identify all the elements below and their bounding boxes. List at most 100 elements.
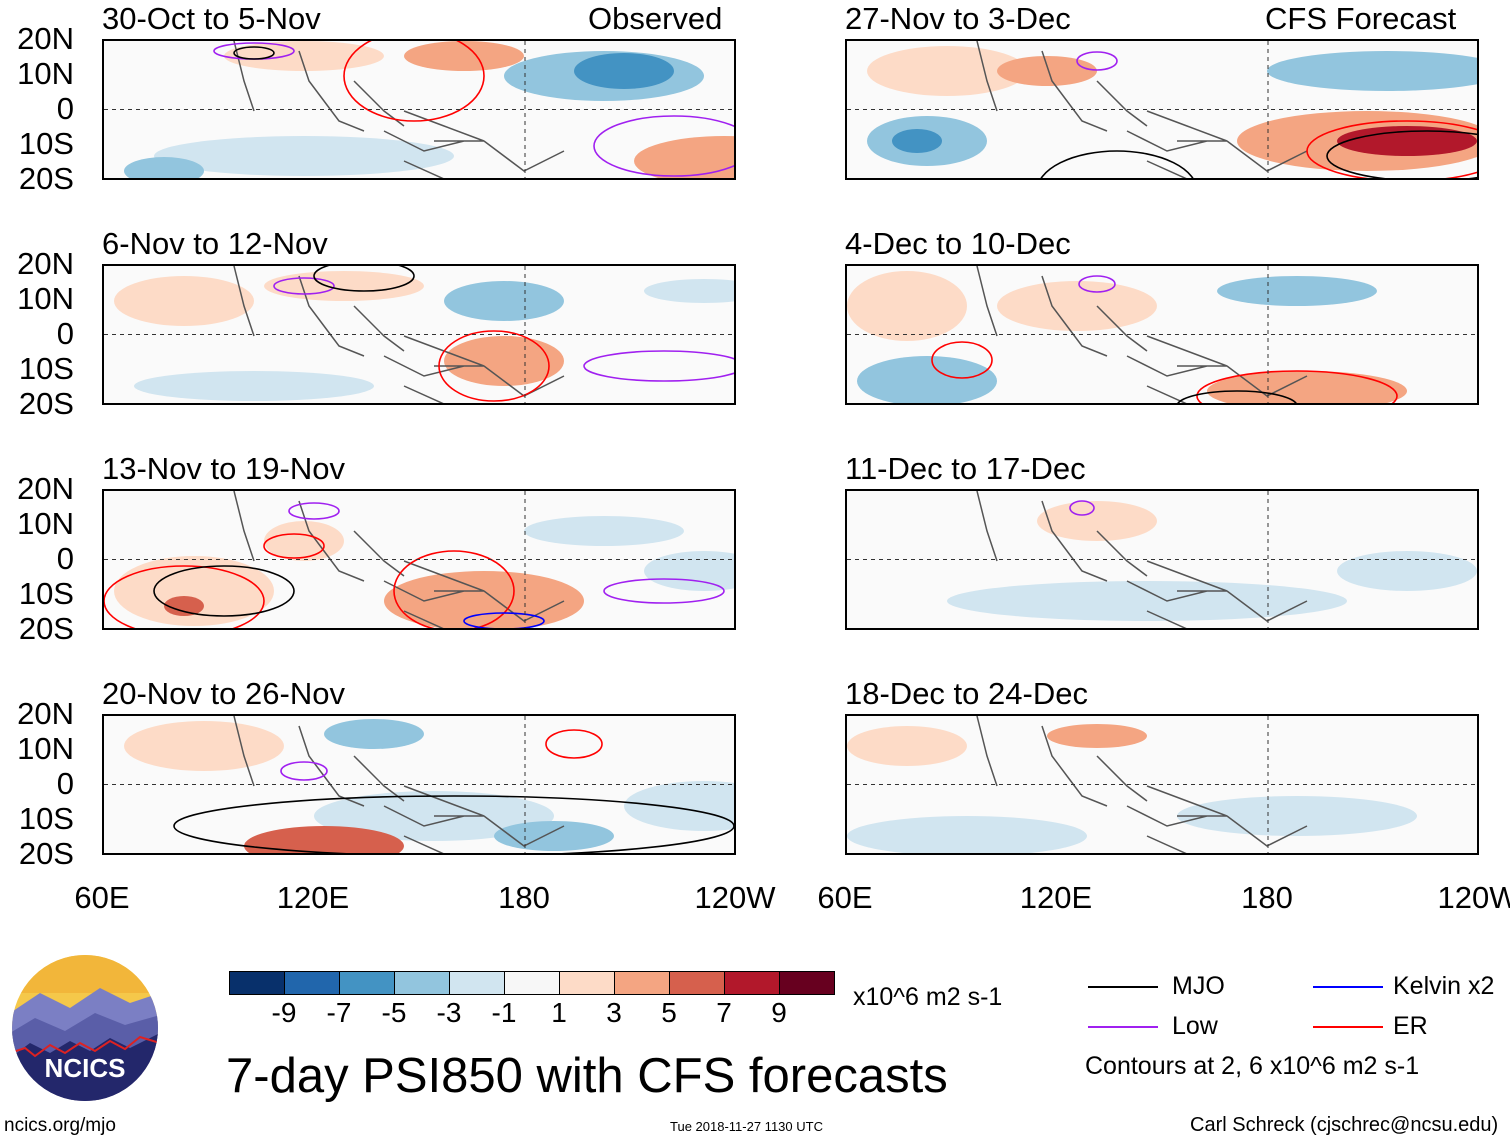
colorbar-swatch	[560, 972, 615, 994]
lat-label: 20N	[17, 246, 74, 281]
panel-title: 18-Dec to 24-Dec	[845, 676, 1088, 711]
anomaly-shading	[444, 336, 564, 386]
wave-contour	[343, 41, 485, 122]
lat-label: 10S	[18, 576, 74, 611]
coastline	[976, 716, 1308, 853]
wave-contour	[1326, 130, 1477, 178]
colorbar-swatch	[780, 972, 834, 994]
colorbar-label: 9	[771, 997, 787, 1028]
colorbar-units: x10^6 m2 s-1	[853, 983, 1003, 1011]
wave-contour	[313, 266, 415, 292]
wave-contour	[273, 277, 335, 295]
lat-label: 0	[56, 766, 74, 801]
legend-mjo: MJO	[1172, 972, 1225, 1000]
colorbar-label: 5	[661, 997, 677, 1028]
lat-label: 20N	[17, 21, 74, 56]
legend-er: ER	[1393, 1012, 1428, 1040]
anomaly-shading	[1217, 276, 1377, 306]
panel-title: 27-Nov to 3-Dec	[845, 1, 1071, 36]
map-panel	[102, 39, 736, 180]
colorbar-swatch	[450, 972, 505, 994]
panel-title: 6-Nov to 12-Nov	[102, 226, 328, 261]
lat-label: 0	[56, 316, 74, 351]
footer-url[interactable]: ncics.org/mjo	[4, 1115, 116, 1136]
footer-author: Carl Schreck (cjschrec@ncsu.edu)	[1190, 1114, 1499, 1136]
anomaly-shading	[524, 516, 684, 546]
map-panel	[102, 489, 736, 630]
anomaly-shading	[624, 781, 734, 831]
wave-contour	[593, 115, 734, 177]
wave-contour	[104, 565, 265, 628]
anomaly-shading	[1177, 796, 1417, 836]
lon-label: 120E	[1019, 880, 1093, 915]
coastline	[233, 41, 565, 178]
map-panel	[845, 489, 1479, 630]
wave-contour	[1076, 51, 1118, 71]
anomaly-shading	[324, 719, 424, 749]
coastline	[976, 491, 1308, 628]
wave-contour	[583, 350, 734, 382]
anomaly-shading	[997, 56, 1097, 86]
panel-title: 4-Dec to 10-Dec	[845, 226, 1071, 261]
colorbar-label: -7	[326, 997, 352, 1028]
wave-contour	[1040, 150, 1194, 178]
lat-label: 0	[56, 91, 74, 126]
lon-label: 60E	[817, 880, 873, 915]
map-panel	[102, 264, 736, 405]
wave-contour	[1306, 120, 1477, 178]
lat-label: 20S	[18, 161, 74, 196]
anomaly-shading	[124, 721, 284, 771]
anomaly-shading	[1267, 51, 1477, 91]
coastline	[976, 266, 1308, 403]
anomaly-shading	[164, 596, 204, 616]
anomaly-shading	[644, 279, 734, 303]
anomaly-shading	[1047, 724, 1147, 748]
wave-contour	[1196, 370, 1398, 403]
lon-label: 120E	[276, 880, 350, 915]
colorbar-swatch	[230, 972, 285, 994]
anomaly-shading	[404, 41, 524, 71]
wave-contour	[288, 502, 340, 520]
anomaly-shading	[244, 826, 404, 853]
wave-contour	[1078, 275, 1116, 293]
colorbar-label: -3	[436, 997, 462, 1028]
wave-contour	[233, 46, 275, 60]
anomaly-shading	[1207, 371, 1407, 403]
wave-contour	[1177, 390, 1297, 403]
anomaly-shading	[1337, 551, 1477, 591]
map-panel	[845, 714, 1479, 855]
contour-note: Contours at 2, 6 x10^6 m2 s-1	[1085, 1052, 1420, 1080]
lat-label: 10N	[17, 506, 74, 541]
lon-label: 120W	[1437, 880, 1510, 915]
map-panel	[845, 39, 1479, 180]
colorbar-label: 1	[551, 997, 567, 1028]
wave-contour	[545, 729, 603, 759]
panel-title: 20-Nov to 26-Nov	[102, 676, 345, 711]
lat-label: 20S	[18, 611, 74, 646]
anomaly-shading	[154, 136, 454, 176]
anomaly-shading	[847, 816, 1087, 853]
lat-label: 20S	[18, 386, 74, 421]
colorbar	[229, 971, 835, 995]
anomaly-shading	[134, 371, 374, 401]
colorbar-swatch	[395, 972, 450, 994]
wave-contour	[280, 761, 328, 781]
colorbar-swatch	[615, 972, 670, 994]
panel-title: 13-Nov to 19-Nov	[102, 451, 345, 486]
anomaly-shading	[384, 571, 584, 628]
anomaly-shading	[947, 581, 1347, 621]
wave-contour	[438, 330, 550, 402]
figure-title: 7-day PSI850 with CFS forecasts	[226, 1049, 948, 1103]
colorbar-swatch	[505, 972, 560, 994]
lat-label: 10N	[17, 281, 74, 316]
anomaly-shading	[444, 281, 564, 321]
ncics-logo: NCICS	[12, 955, 158, 1101]
wave-contour	[463, 612, 545, 628]
lat-label: 20N	[17, 471, 74, 506]
colorbar-label: -9	[271, 997, 297, 1028]
colorbar-label: -5	[381, 997, 407, 1028]
wave-contour	[173, 795, 734, 853]
anomaly-shading	[867, 46, 1027, 96]
lat-label: 10S	[18, 801, 74, 836]
